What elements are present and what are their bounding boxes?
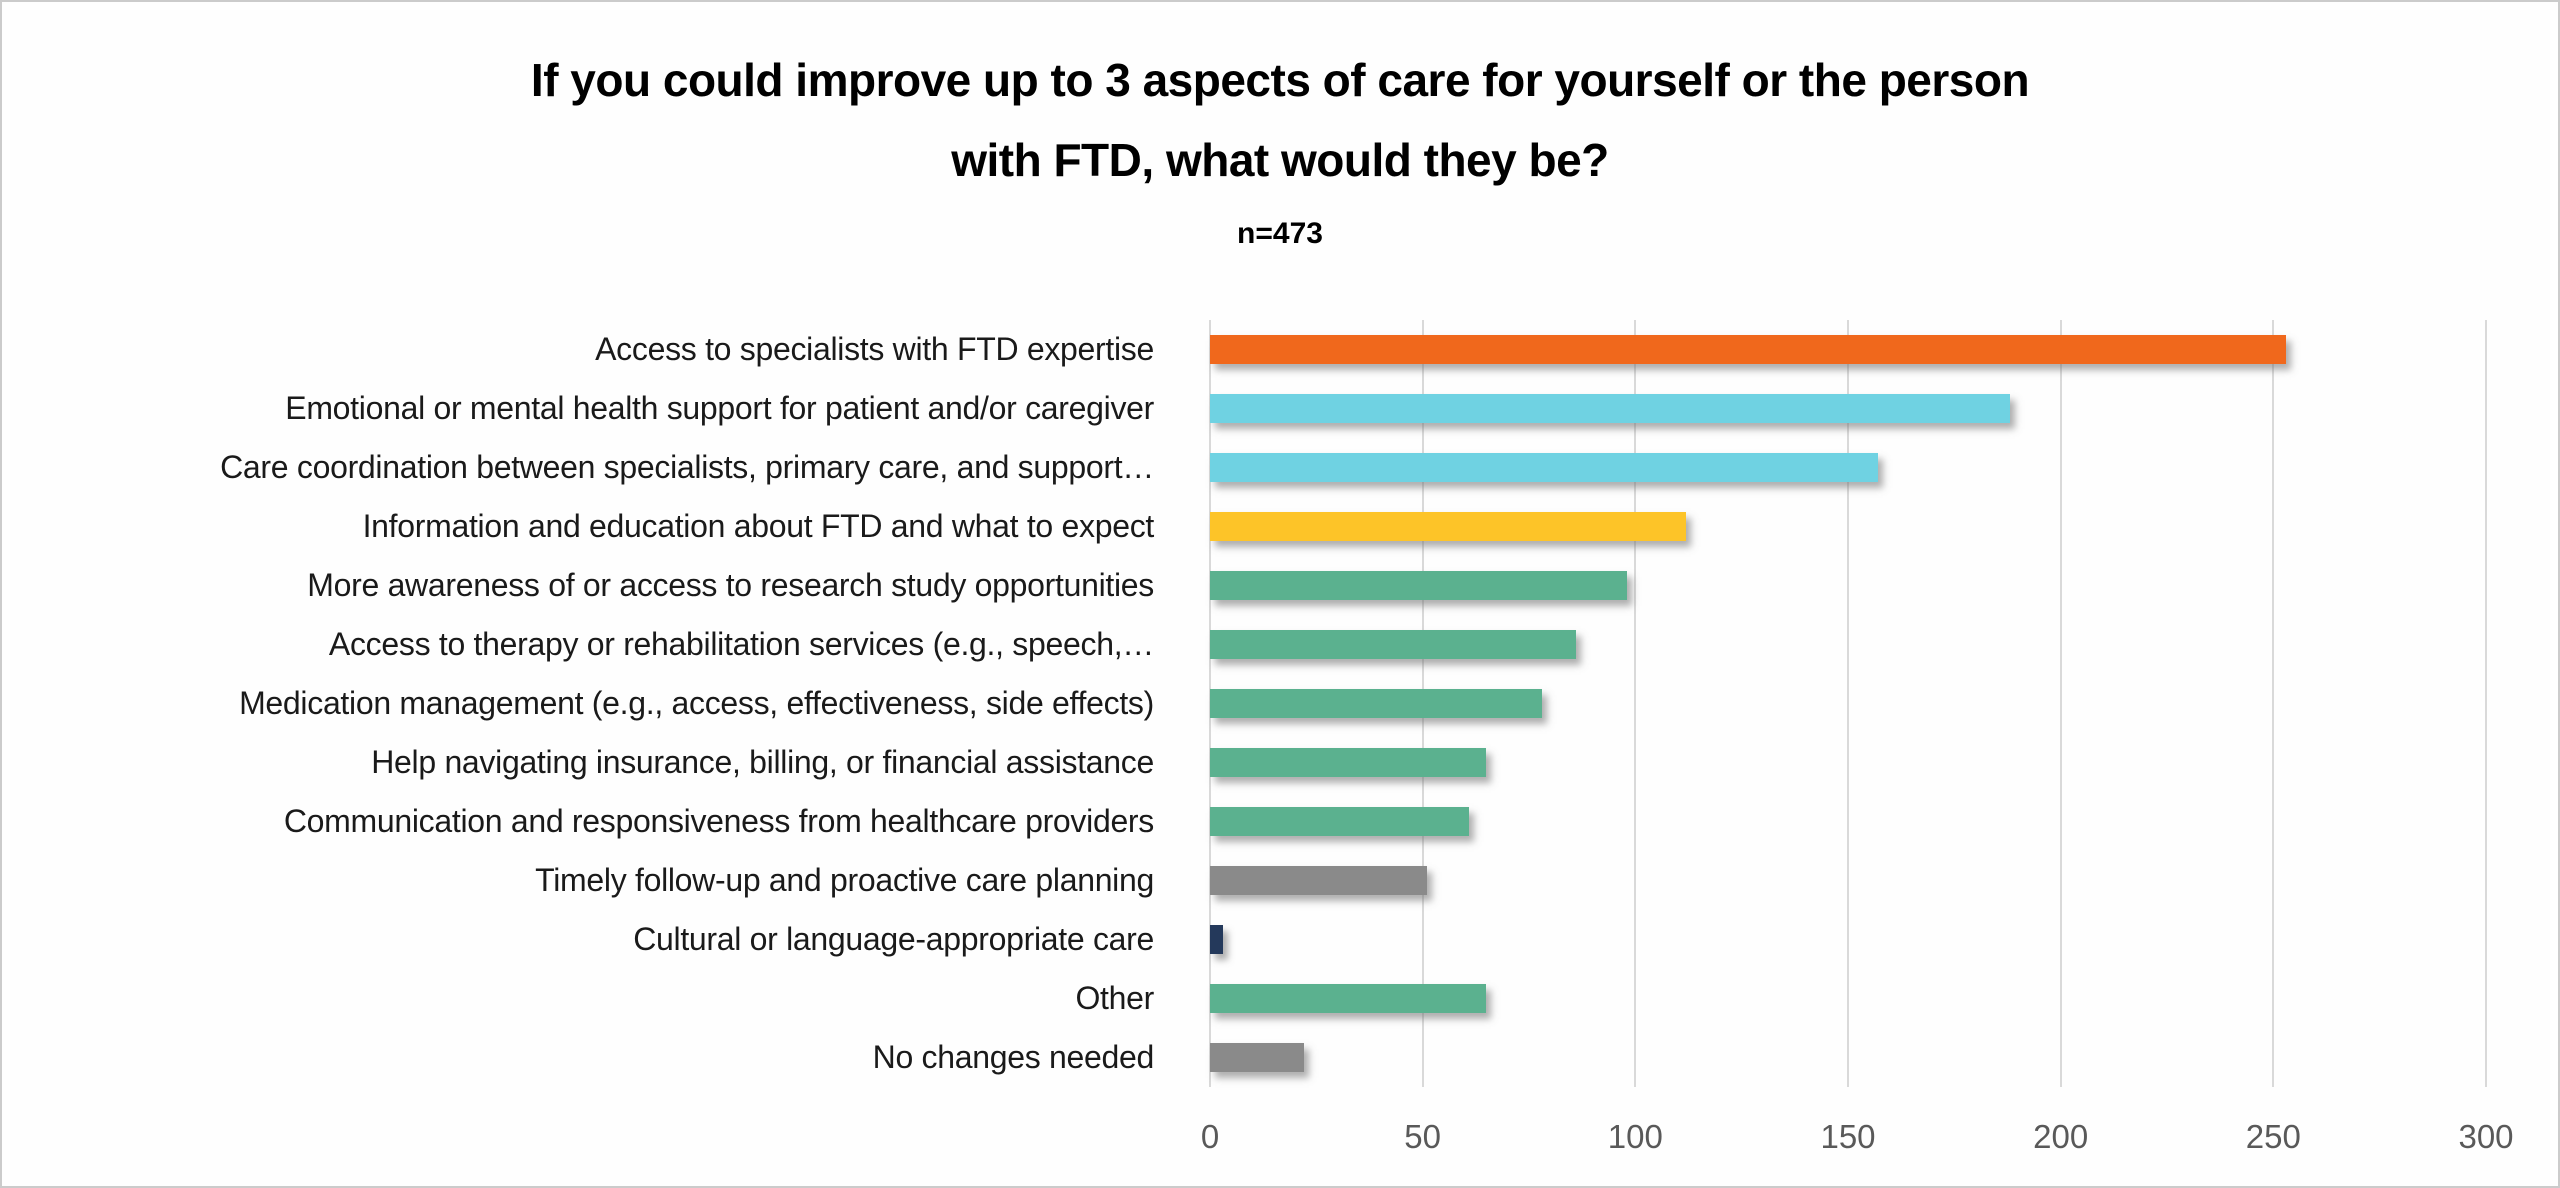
category-label-row: More awareness of or access to research … <box>2 556 1182 615</box>
category-axis: Access to specialists with FTD expertise… <box>2 320 1182 1087</box>
data-bar <box>1210 1043 1304 1072</box>
category-label: Emotional or mental health support for p… <box>285 390 1154 426</box>
gridline <box>1847 320 1849 1087</box>
category-label-row: Medication management (e.g., access, eff… <box>2 674 1182 733</box>
chart-title-line-1: If you could improve up to 3 aspects of … <box>530 54 2030 106</box>
x-axis-tick-label: 200 <box>2033 1118 2089 1155</box>
category-label: Access to specialists with FTD expertise <box>595 331 1154 367</box>
x-axis-tick-label: 100 <box>1607 1118 1663 1155</box>
data-bar <box>1210 748 1487 777</box>
data-bar <box>1210 807 1470 836</box>
data-bar <box>1210 453 1878 482</box>
category-label-row: Cultural or language-appropriate care <box>2 910 1182 969</box>
plot-area <box>1209 320 2487 1087</box>
x-axis-tick-label: 150 <box>1820 1118 1876 1155</box>
value-axis: 0 50 100 150 200 250 300 <box>1201 1114 2514 1160</box>
category-label-row: No changes needed <box>2 1028 1182 1087</box>
gridline <box>2272 320 2275 1087</box>
category-label: Timely follow-up and proactive care plan… <box>535 862 1154 898</box>
category-label-row: Communication and responsiveness from he… <box>2 792 1182 851</box>
category-label-row: Help navigating insurance, billing, or f… <box>2 733 1182 792</box>
x-axis-tick-label: 300 <box>2458 1118 2514 1155</box>
sample-size-label: n=473 <box>1237 217 1323 250</box>
data-bar <box>1210 335 2287 364</box>
data-bar <box>1210 866 1427 895</box>
data-bar <box>1210 984 1487 1013</box>
gridline <box>2059 320 2062 1087</box>
category-label-row: Timely follow-up and proactive care plan… <box>2 851 1182 910</box>
gridline <box>1634 320 1637 1087</box>
data-bar <box>1210 571 1627 600</box>
category-label-row: Emotional or mental health support for p… <box>2 379 1182 438</box>
category-label: Care coordination between specialists, p… <box>220 449 1154 485</box>
category-label-row: Access to therapy or rehabilitation serv… <box>2 615 1182 674</box>
category-label: Information and education about FTD and … <box>362 508 1155 544</box>
x-axis-tick-label: 250 <box>2245 1118 2301 1155</box>
category-label-row: Information and education about FTD and … <box>2 497 1182 556</box>
gridline <box>2485 320 2487 1087</box>
x-axis-tick-label: 0 <box>1200 1118 1220 1155</box>
category-label: More awareness of or access to research … <box>307 567 1154 603</box>
category-label: No changes needed <box>872 1039 1155 1075</box>
chart-header: If you could improve up to 3 aspects of … <box>2 40 2558 254</box>
category-label: Other <box>1075 980 1154 1016</box>
category-label: Cultural or language-appropriate care <box>633 921 1154 957</box>
category-label: Medication management (e.g., access, eff… <box>239 685 1154 721</box>
chart-title-line-2: with FTD, what would they be? <box>951 134 1609 186</box>
data-bar <box>1210 630 1576 659</box>
category-label-row: Care coordination between specialists, p… <box>2 438 1182 497</box>
data-bar <box>1210 512 1687 541</box>
category-label-row: Other <box>2 969 1182 1028</box>
category-label: Help navigating insurance, billing, or f… <box>371 744 1154 780</box>
category-label: Access to therapy or rehabilitation serv… <box>328 626 1154 662</box>
x-axis-tick-label: 50 <box>1404 1118 1442 1155</box>
data-bar <box>1210 689 1542 718</box>
data-bar <box>1210 925 1223 954</box>
category-label-row: Access to specialists with FTD expertise <box>2 320 1182 379</box>
category-label: Communication and responsiveness from he… <box>283 803 1154 839</box>
data-bar <box>1210 394 2010 423</box>
